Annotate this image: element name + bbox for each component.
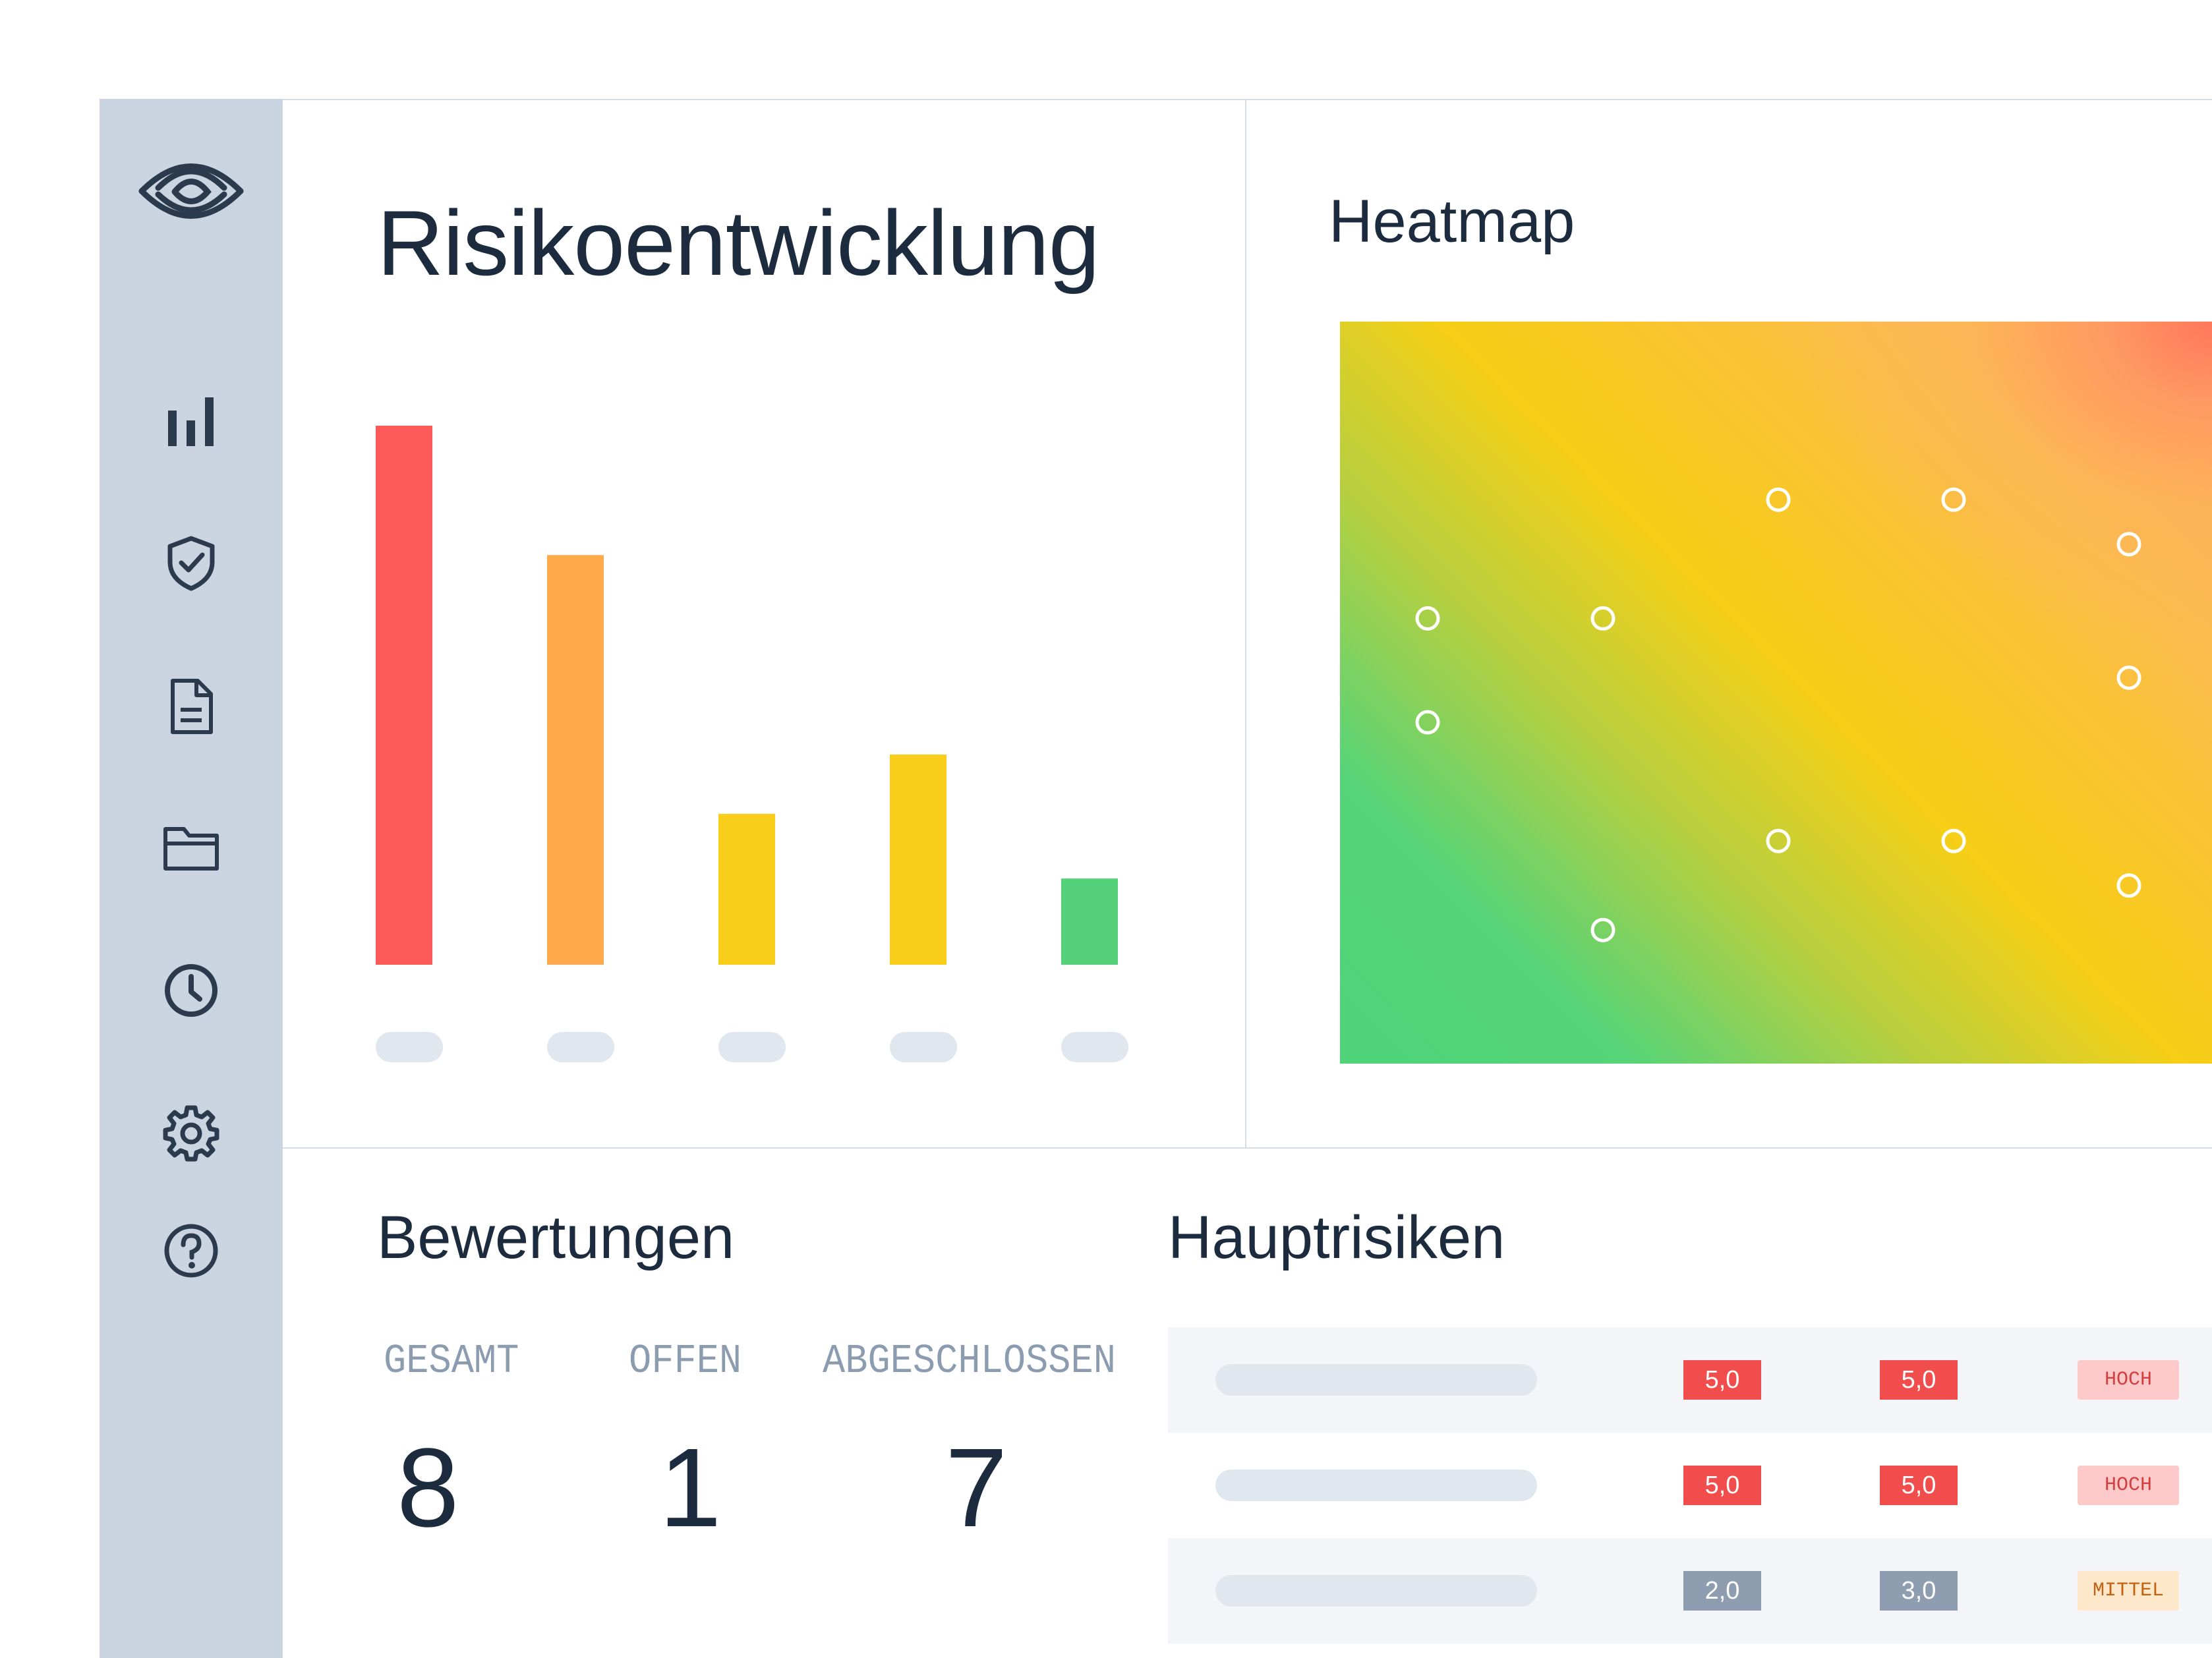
top-risks-table: 5,0 5,0 HOCH 5,0 5,0 HOCH 2,0 3,0 MITTEL bbox=[1168, 1327, 2212, 1644]
table-row[interactable]: 5,0 5,0 HOCH bbox=[1168, 1433, 2212, 1538]
bar-label-placeholder-3 bbox=[718, 1032, 786, 1062]
risk-bar-5 bbox=[1061, 878, 1118, 965]
open-value: 1 bbox=[659, 1425, 722, 1551]
heatmap-risk-marker-8[interactable] bbox=[1766, 828, 1791, 853]
heatmap-risk-marker-3[interactable] bbox=[1766, 487, 1791, 512]
panel-divider-top bbox=[283, 99, 2212, 100]
closed-value: 7 bbox=[945, 1425, 1008, 1551]
table-row[interactable]: 5,0 5,0 HOCH bbox=[1168, 1327, 2212, 1433]
heatmap-title: Heatmap bbox=[1329, 188, 1575, 255]
risk-level-badge: MITTEL bbox=[2078, 1571, 2179, 1611]
eye-logo-icon bbox=[100, 135, 283, 241]
risk-score-1: 2,0 bbox=[1683, 1571, 1761, 1611]
top-risks-title: Hauptrisiken bbox=[1168, 1204, 1505, 1271]
risk-bar-1 bbox=[376, 426, 432, 965]
risk-score-2: 5,0 bbox=[1880, 1466, 1958, 1505]
bar-label-placeholder-5 bbox=[1061, 1032, 1128, 1062]
risk-level-badge: HOCH bbox=[2078, 1360, 2179, 1400]
heatmap-risk-marker-7[interactable] bbox=[2116, 665, 2141, 690]
panel-divider-middle bbox=[283, 1147, 2212, 1149]
risk-name-placeholder bbox=[1215, 1470, 1537, 1501]
heatmap-risk-marker-9[interactable] bbox=[1941, 828, 1966, 853]
risk-name-placeholder bbox=[1215, 1575, 1537, 1607]
risk-score-2: 5,0 bbox=[1880, 1360, 1958, 1400]
bar-label-placeholder-4 bbox=[890, 1032, 957, 1062]
heatmap-risk-marker-6[interactable] bbox=[1415, 710, 1440, 735]
total-value: 8 bbox=[397, 1425, 459, 1551]
heatmap-risk-marker-4[interactable] bbox=[1941, 487, 1966, 512]
folder-icon[interactable] bbox=[100, 803, 283, 895]
panel-divider-vertical bbox=[1245, 99, 1246, 1149]
bar-chart-icon[interactable] bbox=[100, 374, 283, 467]
heatmap-risk-marker-2[interactable] bbox=[1590, 606, 1615, 631]
bar-label-placeholder-1 bbox=[376, 1032, 443, 1062]
open-label: OFFEN bbox=[629, 1338, 742, 1385]
risk-name-placeholder bbox=[1215, 1364, 1537, 1396]
total-label: GESAMT bbox=[384, 1338, 519, 1385]
heatmap-risk-marker-1[interactable] bbox=[1415, 606, 1440, 631]
ratings-title: Bewertungen bbox=[377, 1204, 735, 1271]
bar-label-placeholder-2 bbox=[547, 1032, 614, 1062]
document-icon[interactable] bbox=[100, 660, 283, 753]
risk-trend-bar-chart bbox=[376, 426, 1128, 1062]
heatmap-risk-marker-5[interactable] bbox=[2116, 532, 2141, 557]
risk-level-badge: HOCH bbox=[2078, 1466, 2179, 1505]
heatmap-risk-marker-11[interactable] bbox=[1590, 917, 1615, 942]
risk-bar-4 bbox=[890, 754, 946, 965]
sidebar bbox=[100, 99, 283, 1658]
gear-icon[interactable] bbox=[100, 1086, 283, 1178]
risk-bar-2 bbox=[547, 555, 604, 965]
shield-check-icon[interactable] bbox=[100, 517, 283, 609]
heatmap-chart bbox=[1340, 322, 2212, 1064]
help-icon[interactable] bbox=[100, 1205, 283, 1297]
risk-score-1: 5,0 bbox=[1683, 1360, 1761, 1400]
risk-score-2: 3,0 bbox=[1880, 1571, 1958, 1611]
risk-bar-3 bbox=[718, 813, 775, 965]
table-row[interactable]: 2,0 3,0 MITTEL bbox=[1168, 1538, 2212, 1644]
risk-score-1: 5,0 bbox=[1683, 1466, 1761, 1505]
closed-label: ABGESCHLOSSEN bbox=[823, 1338, 1116, 1385]
heatmap-risk-marker-10[interactable] bbox=[2116, 873, 2141, 898]
clock-icon[interactable] bbox=[100, 944, 283, 1037]
risk-trend-title: Risikoentwicklung bbox=[377, 191, 1100, 295]
